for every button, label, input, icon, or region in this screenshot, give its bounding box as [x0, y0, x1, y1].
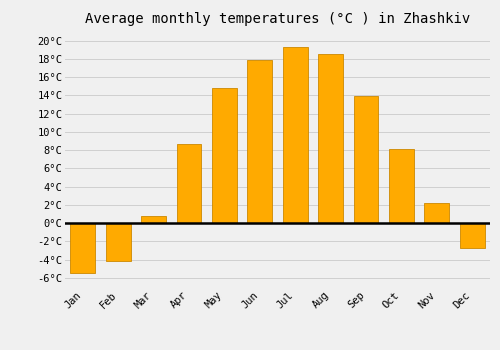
Bar	[70, 223, 95, 273]
Bar	[424, 203, 450, 223]
Bar	[176, 144, 202, 223]
Bar	[248, 60, 272, 223]
Bar	[141, 216, 166, 223]
Bar	[212, 88, 237, 223]
Bar	[389, 149, 414, 223]
Bar	[106, 223, 130, 261]
Bar	[318, 54, 343, 223]
Bar	[354, 96, 378, 223]
Title: Average monthly temperatures (°C ) in Zhashkiv: Average monthly temperatures (°C ) in Zh…	[85, 12, 470, 26]
Bar	[460, 223, 484, 248]
Bar	[283, 47, 308, 223]
